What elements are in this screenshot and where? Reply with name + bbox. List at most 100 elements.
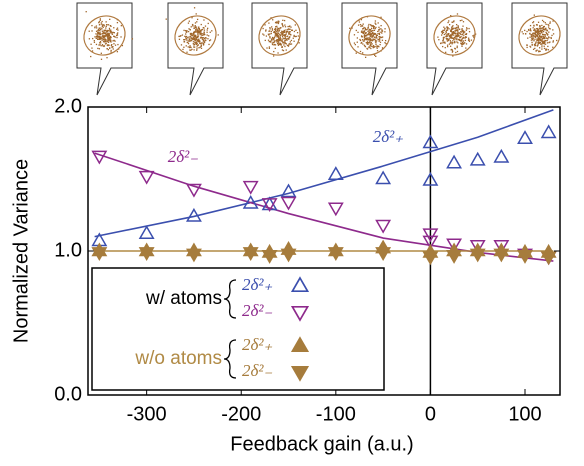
marker [280, 183, 297, 198]
inset-dot [97, 32, 100, 34]
inset-dot [189, 45, 191, 47]
inset-dot [450, 35, 452, 37]
inset-dot [455, 35, 457, 37]
inset-dot [206, 34, 208, 36]
inset-dot [116, 27, 119, 29]
inset-dot [108, 37, 111, 40]
inset-dot [98, 38, 100, 40]
inset-dot [463, 34, 465, 36]
inset-dot [279, 36, 281, 38]
inset-dot [447, 39, 450, 41]
x-tick-label: 100 [508, 403, 541, 425]
inset-dot [373, 26, 376, 28]
inset-dot [277, 42, 280, 44]
inset-dot [450, 36, 452, 39]
inset-dot [370, 30, 372, 32]
inset-dot [284, 41, 286, 44]
inset-dot [545, 27, 547, 29]
inset-dot [200, 43, 202, 45]
inset-dot [193, 46, 196, 48]
inset-dot [537, 35, 539, 37]
inset-dot [372, 39, 374, 42]
inset-dot [455, 28, 457, 30]
inset-dot [183, 46, 185, 48]
inset-dot [465, 47, 467, 49]
inset-dot [465, 33, 468, 35]
inset-dot [543, 41, 546, 44]
inset-dot [541, 36, 543, 38]
inset-dot [452, 25, 454, 27]
marker [185, 207, 202, 222]
inset-dot [193, 7, 196, 9]
inset-dot [442, 45, 444, 48]
inset-dot [449, 34, 452, 36]
inset-dot [536, 34, 538, 37]
inset-dot [282, 49, 285, 52]
inset-dot [99, 38, 102, 40]
inset-dot [99, 42, 102, 44]
inset-dot [208, 43, 210, 46]
inset-dot [270, 32, 272, 35]
inset-dot [110, 30, 112, 33]
inset-dot [541, 46, 543, 48]
inset-dot [193, 33, 195, 36]
inset-dot [116, 34, 119, 36]
inset-dot [186, 41, 188, 44]
inset-dot [113, 32, 116, 34]
inset-dot [369, 44, 372, 46]
inset-dot [285, 38, 288, 41]
inset-dot [374, 33, 377, 35]
inset-dot [454, 41, 456, 44]
inset-dot [456, 41, 458, 43]
inset-dot [457, 27, 459, 29]
inset-dot [438, 39, 440, 41]
inset-dot [192, 38, 194, 40]
inset-dot [199, 33, 201, 36]
inset-dot [376, 37, 378, 39]
inset-dot [547, 38, 549, 40]
inset-dot [270, 30, 272, 33]
inset-dot [286, 30, 289, 33]
inset-dot [456, 37, 458, 39]
inset-dot [450, 49, 452, 51]
inset-dot [458, 39, 461, 41]
inset-dot [201, 33, 203, 35]
inset-dot [280, 43, 282, 45]
inset-dot [460, 33, 462, 36]
inset-dot [452, 31, 455, 33]
inset-dot [273, 31, 276, 33]
inset-dot [549, 22, 551, 25]
inset-dot [285, 43, 288, 45]
inset-dot [100, 36, 102, 39]
inset-dot [284, 34, 286, 36]
inset-dot [546, 29, 548, 31]
inset-dot [103, 45, 105, 48]
inset-dot [113, 35, 115, 37]
inset-dot [376, 47, 378, 49]
inset-dot [451, 34, 454, 36]
inset-dot [534, 47, 536, 50]
inset-dot [110, 25, 112, 27]
inset-dot [379, 43, 381, 46]
inset-dot [552, 20, 554, 22]
inset-dot [541, 38, 544, 40]
inset-dot [529, 36, 531, 38]
inset-dot [378, 38, 380, 40]
inset-dot [362, 32, 365, 34]
inset-dot [98, 21, 100, 24]
inset-dot [269, 40, 272, 42]
inset-dot [200, 29, 202, 32]
inset-dot [456, 26, 458, 29]
inset-dot [368, 37, 371, 39]
inset-dot [370, 32, 372, 35]
inset-dot [374, 37, 376, 39]
inset-dot [270, 26, 273, 28]
inset-dot [185, 33, 187, 35]
inset-dot [193, 44, 195, 46]
inset-dot [357, 24, 360, 26]
inset-dot [534, 45, 536, 47]
inset-dot [361, 24, 363, 27]
inset-dot [372, 36, 374, 38]
inset-dot [110, 41, 112, 43]
